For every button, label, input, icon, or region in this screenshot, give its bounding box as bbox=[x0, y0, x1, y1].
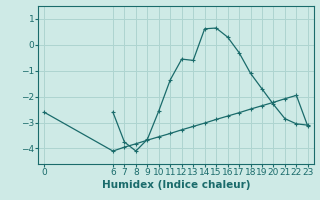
X-axis label: Humidex (Indice chaleur): Humidex (Indice chaleur) bbox=[102, 180, 250, 190]
